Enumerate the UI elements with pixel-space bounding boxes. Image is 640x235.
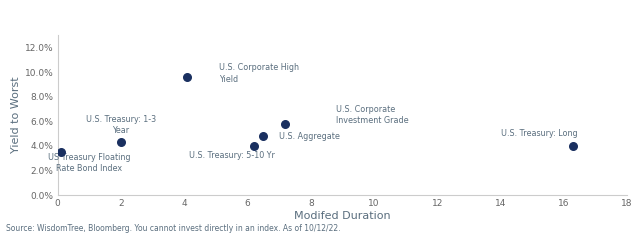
Point (116, 140, 126, 144)
Y-axis label: Yield to Worst: Yield to Worst (10, 77, 20, 153)
Text: U.S. Aggregate: U.S. Aggregate (279, 132, 340, 141)
Text: U.S. Corporate
Investment Grade: U.S. Corporate Investment Grade (336, 105, 409, 125)
Point (182, 75, 193, 79)
Text: Index Yield to Worst / Modified Duration: Index Yield to Worst / Modified Duration (169, 9, 471, 22)
Text: U.S. Treasury: 1-3
Year: U.S. Treasury: 1-3 Year (86, 115, 156, 135)
Point (249, 144, 259, 148)
Text: Source: WisdomTree, Bloomberg. You cannot invest directly in an index. As of 10/: Source: WisdomTree, Bloomberg. You canno… (6, 224, 341, 233)
Point (56, 150, 66, 154)
Text: U.S. Treasury: 5-10 Yr: U.S. Treasury: 5-10 Yr (189, 151, 275, 160)
Text: US Treasury Floating
Rate Bond Index: US Treasury Floating Rate Bond Index (48, 153, 131, 173)
Point (568, 144, 579, 148)
Point (280, 122, 291, 126)
Text: U.S. Corporate High
Yield: U.S. Corporate High Yield (219, 63, 299, 84)
Point (258, 134, 268, 138)
Text: U.S. Treasury: Long: U.S. Treasury: Long (500, 129, 577, 138)
X-axis label: Modifed Duration: Modifed Duration (294, 211, 390, 221)
